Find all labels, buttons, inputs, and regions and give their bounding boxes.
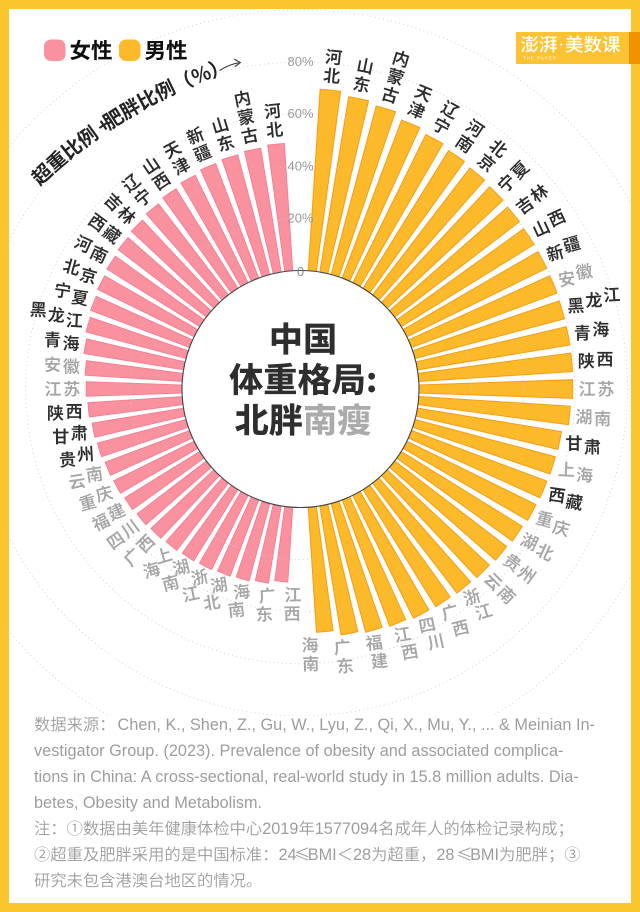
svg-text:betes, Obesity and Metabolism.: betes, Obesity and Metabolism.: [34, 794, 262, 812]
svg-text:tions in China: A cross-sectio: tions in China: A cross-sectional, real-…: [34, 768, 579, 786]
svg-text:24: 24: [279, 846, 297, 864]
svg-text:THE PAPER: THE PAPER: [523, 56, 557, 61]
svg-text:28: 28: [353, 846, 371, 864]
svg-text:60%: 60%: [287, 106, 313, 121]
svg-text:BMI: BMI: [308, 846, 337, 864]
svg-text:Chen, K., Shen, Z., Gu, W., Ly: Chen, K., Shen, Z., Gu, W., Lyu, Z., Qi,…: [118, 716, 595, 734]
svg-text:20%: 20%: [287, 210, 313, 225]
svg-text:1577094: 1577094: [315, 820, 378, 838]
svg-text:2019: 2019: [262, 820, 298, 838]
svg-text:vestigator Group. (2023). Prev: vestigator Group. (2023). Prevalence of …: [34, 742, 563, 760]
svg-text:28: 28: [436, 846, 454, 864]
svg-text:40%: 40%: [287, 158, 313, 173]
svg-text:80%: 80%: [287, 54, 313, 69]
svg-text:BMI: BMI: [470, 846, 499, 864]
svg-text:0: 0: [297, 264, 304, 279]
